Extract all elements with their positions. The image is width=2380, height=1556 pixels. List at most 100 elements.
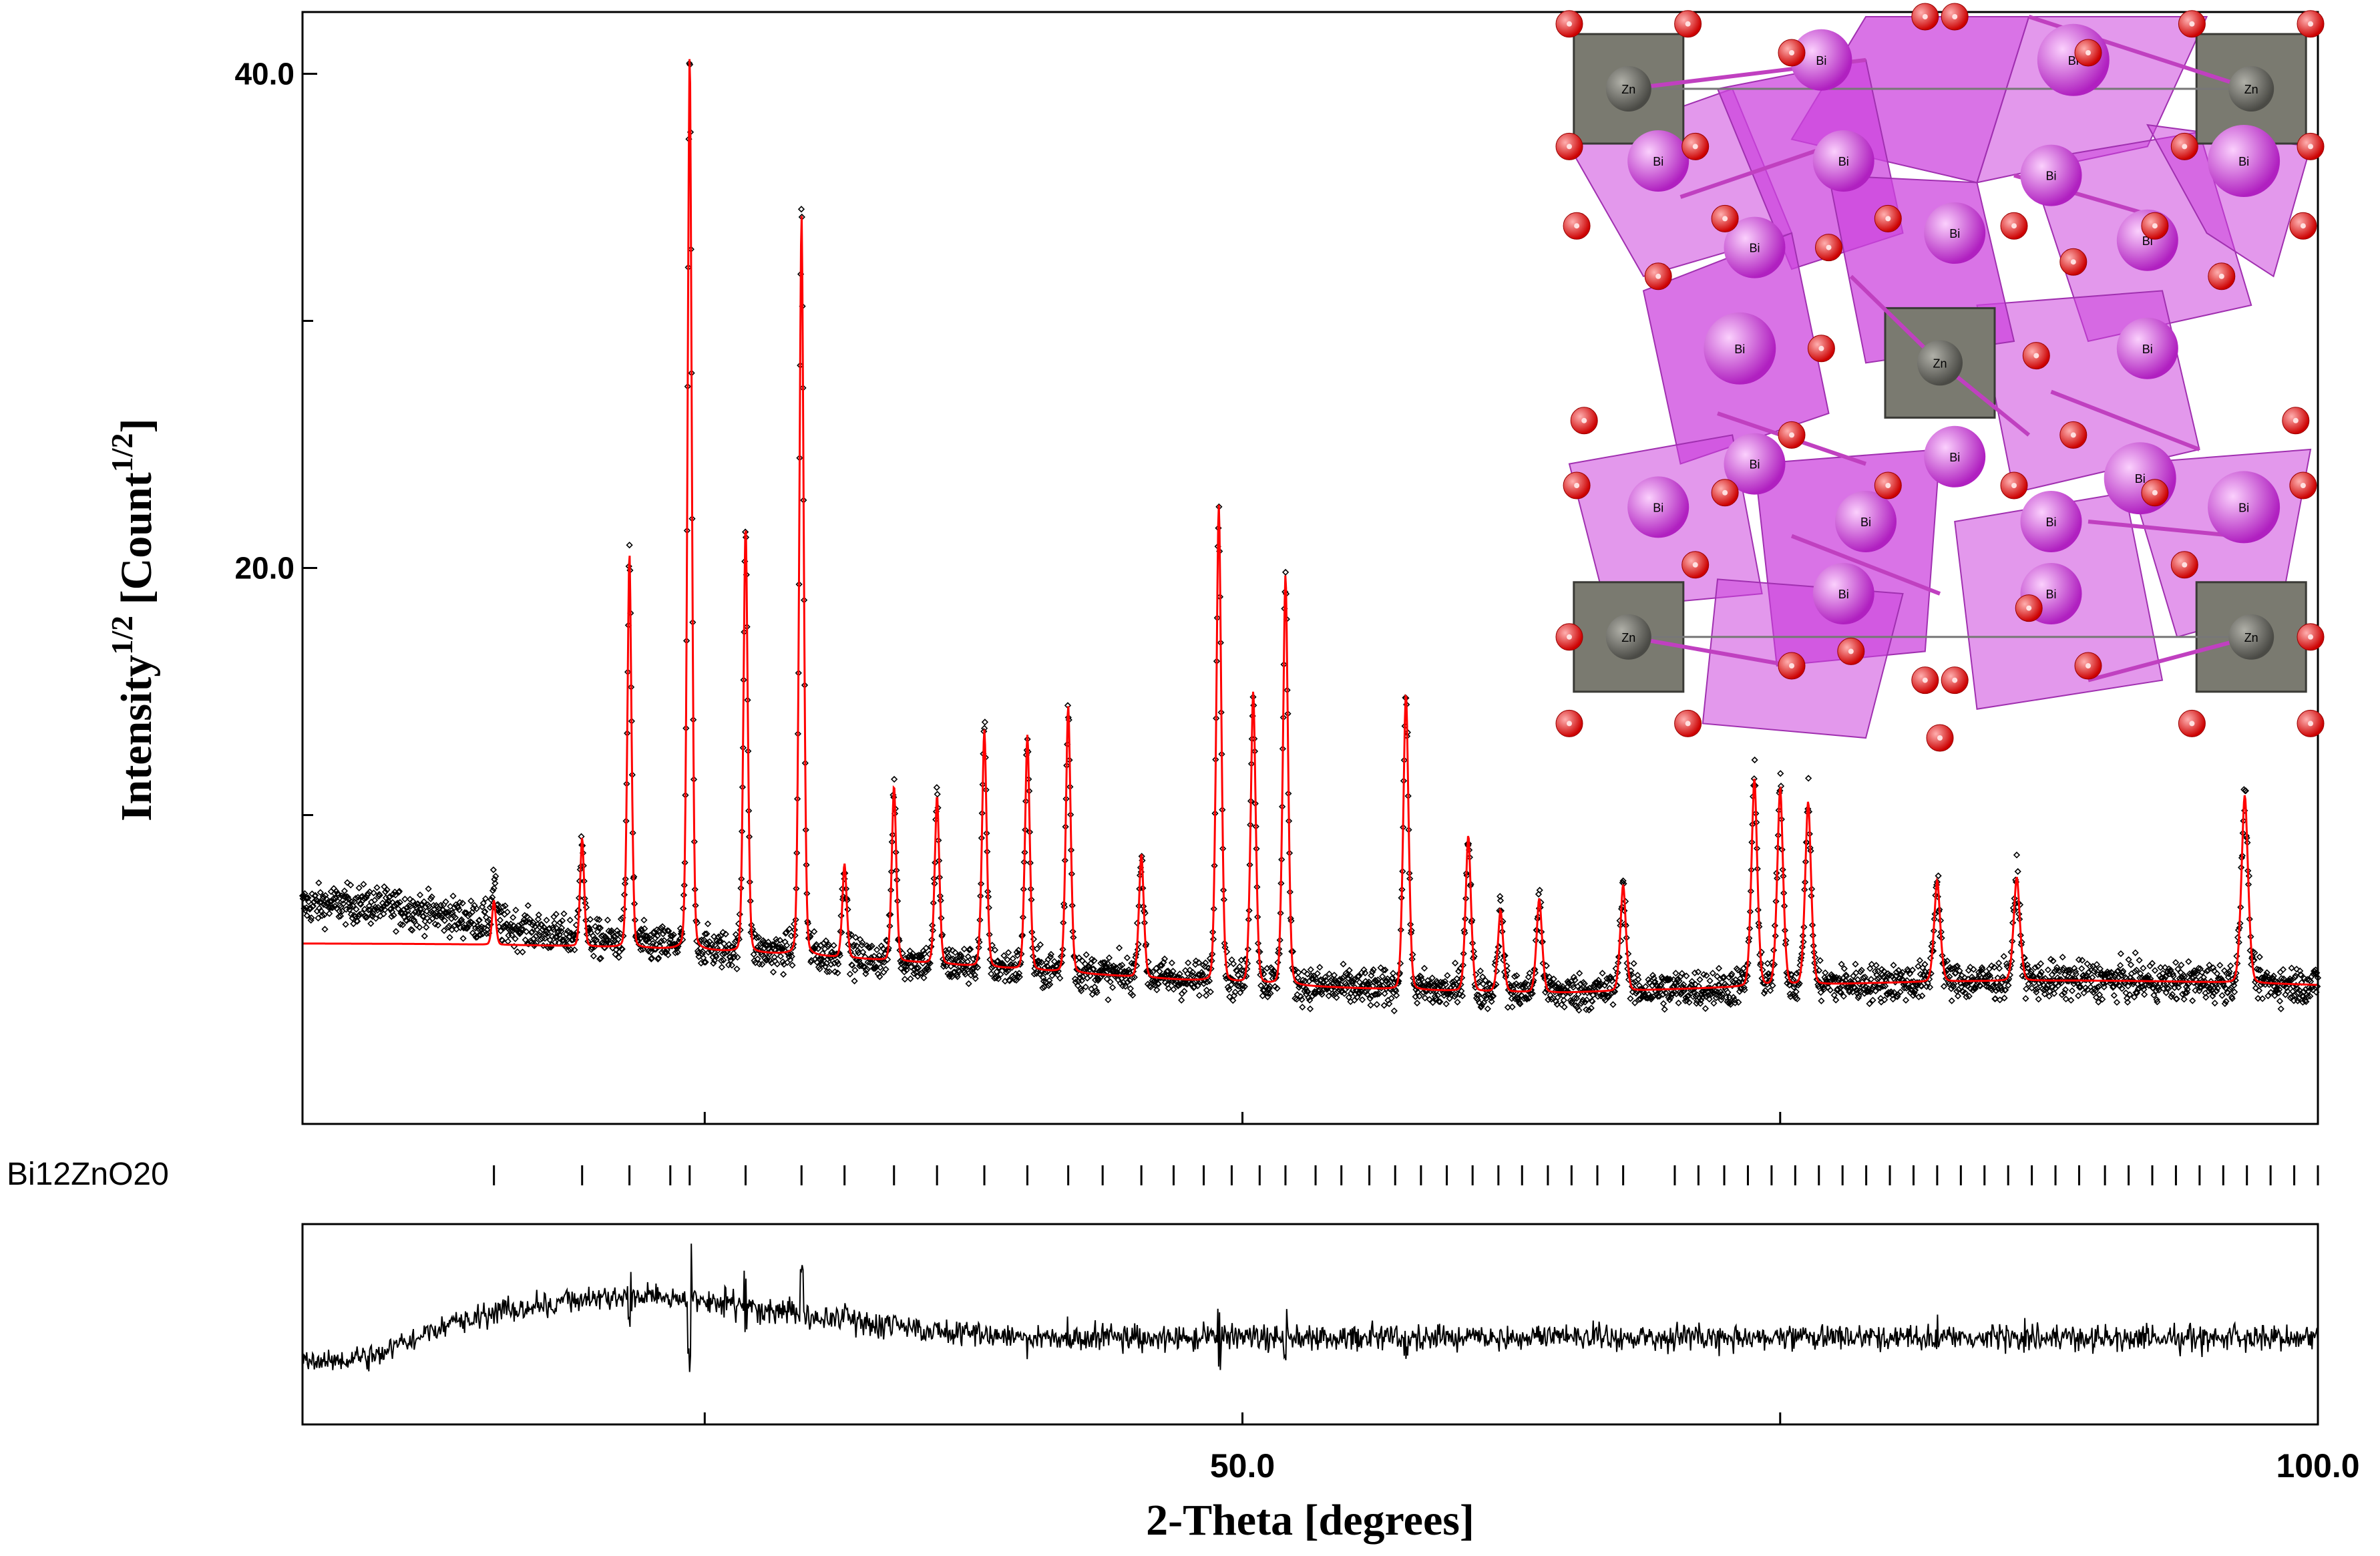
o-atom-highlight: [2218, 273, 2224, 279]
phase-label: Bi12ZnO20: [7, 1157, 169, 1192]
zn-atom-label: Zn: [1621, 631, 1635, 644]
o-atom-highlight: [1567, 634, 1572, 640]
y-axis-title-sup1: 1/2: [105, 616, 139, 655]
bond: [2088, 520, 2237, 538]
bi-atom: [1812, 563, 1874, 624]
o-atom-highlight: [2182, 144, 2188, 150]
o-atom-highlight: [1952, 677, 1958, 683]
bi-atom: [2208, 125, 2280, 197]
bi-atom-label: Bi: [1749, 242, 1760, 255]
y-axis-ticks: 20.0 40.0: [234, 57, 317, 816]
o-atom-highlight: [1789, 432, 1794, 438]
o-atom-highlight: [2152, 490, 2158, 496]
x-axis-title: 2-Theta [degrees]: [1146, 1496, 1474, 1545]
o-atom-highlight: [1885, 483, 1891, 488]
o-atom-highlight: [2011, 483, 2017, 488]
o-atom-highlight: [1692, 144, 1698, 150]
o-atom-highlight: [2152, 223, 2158, 229]
bi-atom-label: Bi: [2045, 170, 2056, 183]
o-atom-highlight: [2308, 144, 2313, 150]
o-atom-highlight: [2070, 432, 2076, 438]
bi-atom: [2020, 144, 2082, 206]
o-atom-highlight: [2026, 605, 2032, 611]
bi-atom: [1835, 491, 1897, 552]
bi-atom-label: Bi: [1838, 155, 1849, 168]
o-atom-highlight: [1952, 14, 1958, 19]
o-atom-highlight: [1581, 417, 1587, 423]
bi-atom-label: Bi: [1653, 155, 1663, 168]
svg-text:Intensity1/2 [Count1/2]: Intensity1/2 [Count1/2]: [105, 419, 161, 821]
bi-atom-label: Bi: [2238, 155, 2249, 168]
bi-atom-label: Bi: [2135, 472, 2146, 485]
zn-atom-label: Zn: [1621, 83, 1635, 96]
o-atom-highlight: [2308, 634, 2313, 640]
bond: [2050, 389, 2200, 451]
o-atom-highlight: [1574, 483, 1580, 488]
y-tick-label: 40.0: [234, 57, 294, 91]
calculated-profile-line: [303, 59, 2318, 994]
bi-atom-label: Bi: [1949, 451, 1960, 464]
bi-atom-label: Bi: [1838, 588, 1849, 601]
difference-plot-frame: [301, 1223, 2319, 1426]
o-atom-highlight: [1885, 216, 1891, 222]
bi-atom-label: Bi: [1749, 458, 1760, 471]
o-atom-highlight: [1655, 273, 1661, 279]
o-atom-highlight: [1826, 244, 1832, 250]
o-atom-highlight: [2033, 353, 2039, 359]
bi-atom-label: Bi: [2045, 588, 2056, 601]
zn-atom: [1605, 66, 1651, 112]
y-axis-title: Intensity1/2 [Count1/2]: [105, 419, 161, 821]
bi-atom-label: Bi: [1860, 516, 1871, 529]
zn-atom: [2228, 66, 2274, 112]
bond: [2088, 634, 2252, 683]
o-atom-highlight: [1922, 14, 1928, 19]
bi-atom: [1790, 29, 1852, 91]
y-axis-title-close: ]: [112, 419, 161, 433]
bi-atom: [2020, 491, 2082, 552]
bi-atom-label: Bi: [1816, 54, 1826, 67]
x-axis-ticks-main: [703, 1112, 2319, 1124]
bi-atom: [2208, 471, 2280, 544]
bi-atom-label: Bi: [2238, 501, 2249, 514]
reflection-markers: [493, 1165, 2319, 1185]
o-atom-highlight: [2086, 50, 2091, 55]
difference-curve: [302, 1243, 2319, 1372]
o-atom-highlight: [1789, 50, 1794, 55]
o-atom-highlight: [1685, 21, 1691, 27]
o-atom-highlight: [2300, 223, 2306, 229]
zn-atom: [1605, 614, 1651, 660]
bi-atom: [1812, 130, 1874, 192]
bi-atom: [2116, 317, 2178, 379]
o-atom-highlight: [1937, 735, 1943, 741]
x-tick-label: 50.0: [1210, 1447, 1275, 1485]
bi-atom: [1627, 130, 1690, 192]
o-atom-highlight: [1574, 223, 1580, 229]
o-atom-highlight: [1567, 721, 1572, 727]
o-atom-highlight: [1567, 21, 1572, 27]
o-atom-highlight: [2086, 663, 2091, 668]
o-atom-highlight: [1722, 490, 1728, 496]
o-atom-highlight: [1848, 648, 1854, 654]
phase-reflection-row: Bi12ZnO20: [7, 1157, 2319, 1192]
zn-atom: [1917, 340, 1963, 386]
x-tick-label: 100.0: [2276, 1447, 2359, 1485]
o-atom-highlight: [1922, 677, 1928, 683]
bi-atom: [1724, 433, 1786, 495]
bi-atom: [1704, 312, 1776, 385]
bi-atom-label: Bi: [1653, 501, 1663, 514]
o-atom-highlight: [2308, 21, 2313, 27]
o-atom-highlight: [2070, 259, 2076, 265]
bi-atom: [1627, 476, 1690, 538]
bi-atom-label: Bi: [1734, 343, 1745, 356]
o-atom-highlight: [1685, 721, 1691, 727]
o-atom-highlight: [1567, 144, 1572, 150]
o-atom-highlight: [2308, 721, 2313, 727]
bi-atom: [1724, 216, 1786, 278]
o-atom-highlight: [1692, 562, 1698, 568]
o-atom-highlight: [2182, 562, 2188, 568]
bond: [1628, 634, 1792, 668]
zn-atom-label: Zn: [2244, 631, 2258, 644]
o-atom-highlight: [2189, 21, 2195, 27]
o-atom-highlight: [1818, 345, 1824, 351]
bond: [1790, 534, 1941, 596]
